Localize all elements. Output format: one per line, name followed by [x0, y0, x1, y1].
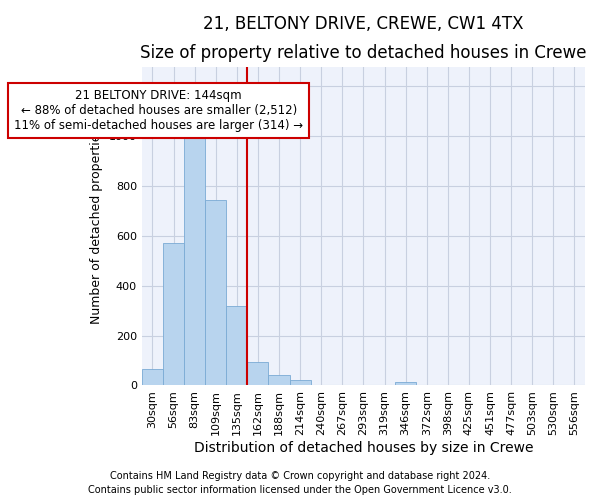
X-axis label: Distribution of detached houses by size in Crewe: Distribution of detached houses by size …: [194, 441, 533, 455]
Bar: [395, 382, 416, 386]
Bar: [163, 244, 184, 386]
Text: 21 BELTONY DRIVE: 144sqm
← 88% of detached houses are smaller (2,512)
11% of sem: 21 BELTONY DRIVE: 144sqm ← 88% of detach…: [14, 89, 303, 132]
Bar: [290, 380, 311, 386]
Bar: [184, 136, 205, 386]
Y-axis label: Number of detached properties: Number of detached properties: [91, 128, 103, 324]
Bar: [226, 306, 247, 386]
Bar: [142, 370, 163, 386]
Bar: [268, 376, 290, 386]
Title: 21, BELTONY DRIVE, CREWE, CW1 4TX
Size of property relative to detached houses i: 21, BELTONY DRIVE, CREWE, CW1 4TX Size o…: [140, 15, 587, 62]
Bar: [205, 200, 226, 386]
Bar: [247, 362, 268, 386]
Text: Contains HM Land Registry data © Crown copyright and database right 2024.
Contai: Contains HM Land Registry data © Crown c…: [88, 471, 512, 495]
